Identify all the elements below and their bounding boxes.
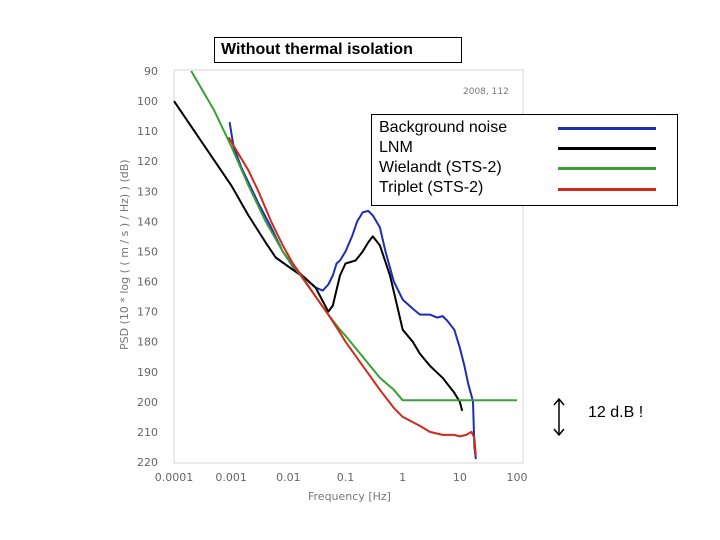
legend-swatch-background-noise: [558, 127, 656, 130]
y-tick-label: 120: [137, 155, 158, 168]
x-tick-label: 0.001: [215, 471, 247, 484]
legend-swatch-lnm: [558, 147, 656, 150]
y-tick-label: 90: [144, 65, 158, 78]
y-tick-label: 100: [137, 95, 158, 108]
y-tick-label: 150: [137, 245, 158, 258]
double-arrow-icon: [553, 397, 565, 437]
series-lines: [173, 70, 517, 460]
legend-label-lnm: LNM: [379, 139, 413, 156]
annotation-12db: 12 d.B !: [588, 404, 644, 421]
y-tick-labels: 90 100 110 120 130 140 150 160 170 180 190 200 210 22…: [137, 65, 158, 469]
legend-swatch-triplet: [558, 188, 656, 191]
y-tick-label: 170: [137, 306, 158, 319]
plot-frame: [173, 69, 524, 464]
legend: Background noise LNM Wielandt (STS-2) Tr…: [371, 114, 678, 206]
y-tick-label: 160: [137, 276, 158, 289]
x-axis-label: Frequency [Hz]: [308, 490, 391, 503]
y-tick-label: 180: [137, 336, 158, 349]
y-tick-label: 140: [137, 215, 158, 228]
y-tick-label: 210: [137, 426, 158, 439]
x-tick-label: 100: [507, 471, 528, 484]
legend-swatch-wielandt: [558, 167, 656, 170]
y-tick-label: 130: [137, 185, 158, 198]
legend-label-background-noise: Background noise: [379, 119, 508, 136]
series-line-triplet-sts-2: [227, 136, 477, 457]
plot-stamp: 2008, 112: [463, 87, 509, 97]
x-tick-label: 0.1: [337, 471, 355, 484]
x-tick-label: 10: [453, 471, 467, 484]
y-tick-label: 220: [137, 456, 158, 469]
legend-label-triplet: Triplet (STS-2): [379, 179, 484, 196]
y-tick-label: 200: [137, 396, 158, 409]
x-tick-label: 1: [399, 471, 406, 484]
x-tick-labels: 0.0001 0.001 0.01 0.1 1 10 100: [155, 471, 528, 484]
y-tick-label: 190: [137, 366, 158, 379]
x-tick-label: 0.01: [276, 471, 301, 484]
y-axis-label: PSD (10 * log ( ( m / s ) / Hz) ) (dB): [118, 159, 131, 350]
legend-label-wielandt: Wielandt (STS-2): [379, 159, 502, 176]
x-tick-label: 0.0001: [155, 471, 194, 484]
y-tick-label: 110: [137, 125, 158, 138]
series-line-lnm: [173, 100, 464, 412]
chart-title: Without thermal isolation: [214, 37, 462, 63]
